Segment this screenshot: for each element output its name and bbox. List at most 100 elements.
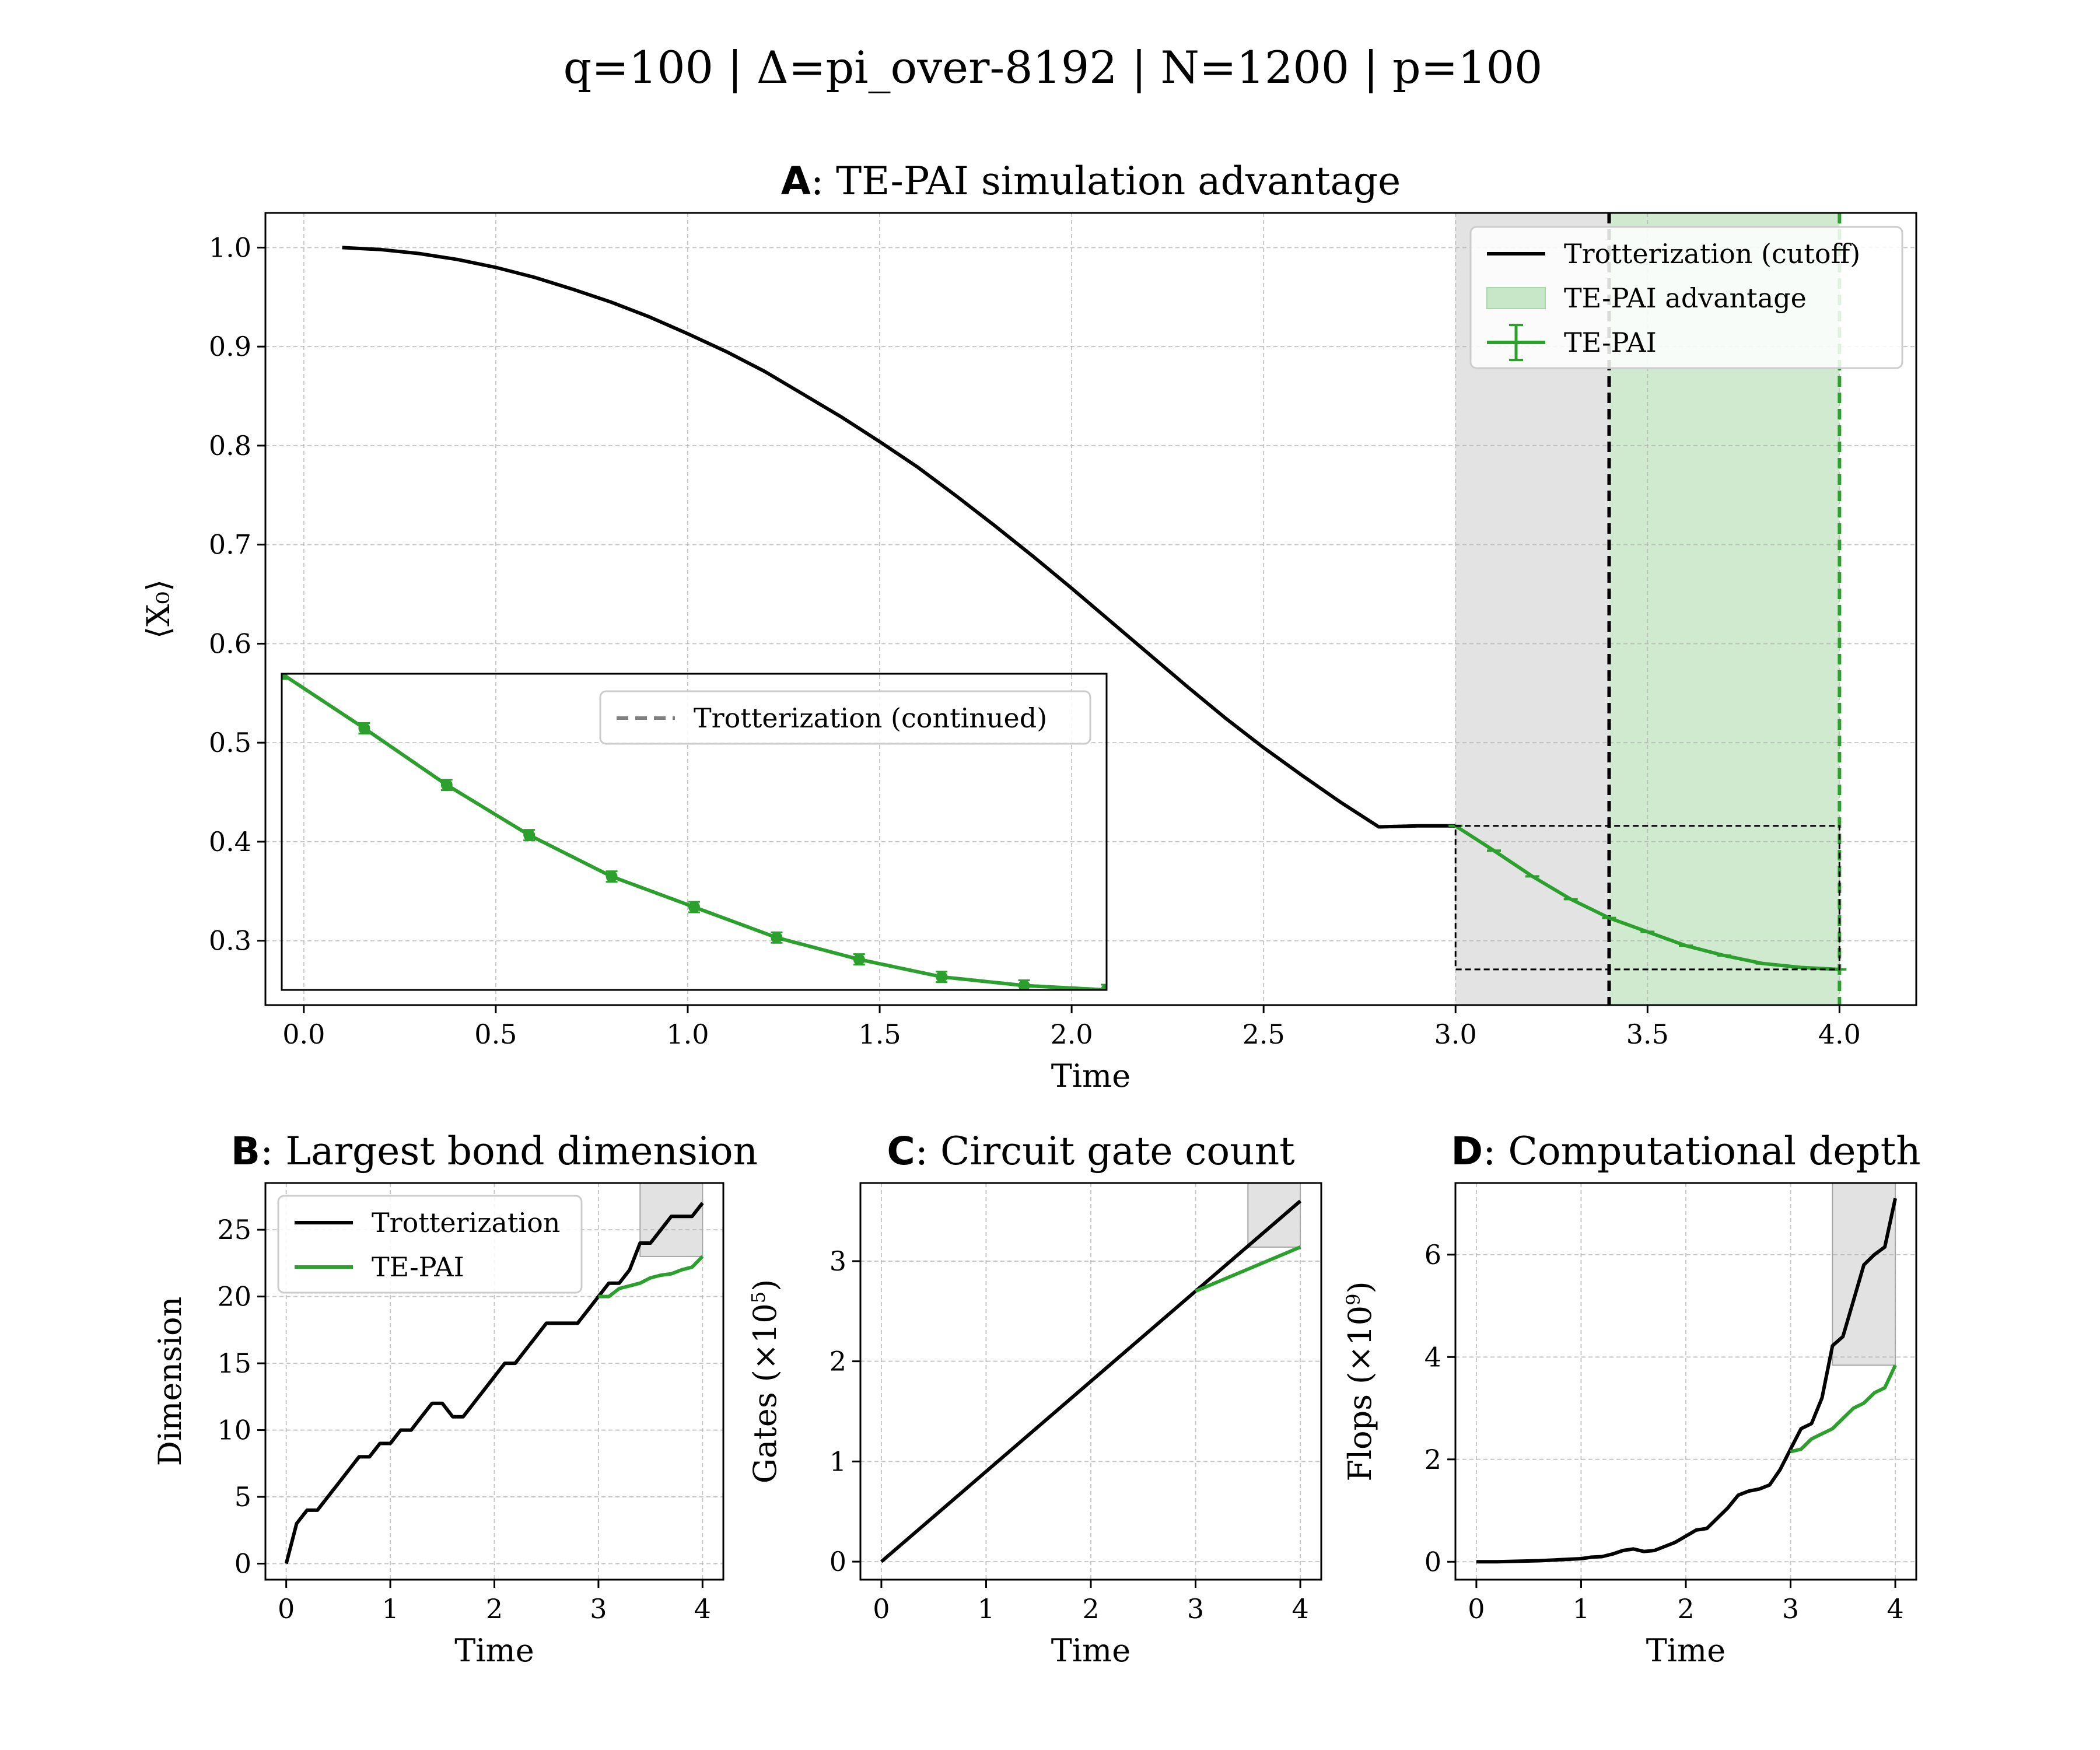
data-point [440, 779, 453, 791]
y-tick-label: 0.8 [209, 430, 251, 461]
legend-label: Trotterization [372, 1207, 560, 1238]
y-tick-label: 10 [217, 1415, 251, 1446]
figure-suptitle: q=100 | Δ=pi_over-8192 | N=1200 | p=100 [564, 41, 1543, 93]
y-tick-label: 2 [830, 1346, 846, 1377]
x-axis-label: Time [1051, 1632, 1130, 1669]
y-tick-label: 5 [235, 1481, 251, 1513]
panel-d-title: D: Computational depth [1451, 1129, 1920, 1174]
legend-label: Trotterization (cutoff) [1564, 238, 1860, 270]
x-tick-label: 1.5 [858, 1019, 901, 1050]
y-tick-label: 0.4 [209, 826, 251, 858]
y-tick-label: 2 [1424, 1444, 1441, 1475]
data-point [688, 901, 700, 913]
y-tick-label: 0 [1424, 1546, 1441, 1577]
x-tick-label: 3 [590, 1593, 607, 1625]
series-line-trotterization-cutoff- [342, 246, 1456, 829]
y-axis-label: Flops (×109) [1342, 1281, 1378, 1481]
data-point [606, 870, 618, 883]
data-point [358, 722, 370, 734]
x-tick-label: 1.0 [666, 1019, 709, 1050]
legend-swatch-advantage [1486, 287, 1546, 309]
legend-a: Trotterization (cutoff) TE-PAI advantage T… [1469, 226, 1903, 369]
x-tick-label: 3 [1782, 1593, 1799, 1625]
y-tick-label: 20 [217, 1281, 251, 1312]
x-tick-label: 2.5 [1242, 1019, 1285, 1050]
y-tick-label: 1 [830, 1446, 846, 1477]
panel-a: A: TE-PAI simulation advantage 0.0 0.5 1.0 1… [140, 159, 1917, 1094]
y-tick-label: 0 [830, 1546, 846, 1577]
x-tick-label: 2 [1677, 1593, 1694, 1625]
y-tick-label: 1.0 [209, 232, 251, 263]
panel-a-title: A: TE-PAI simulation advantage [781, 159, 1401, 204]
x-tick-label: 4 [1887, 1593, 1903, 1625]
x-tick-label: 2.0 [1051, 1019, 1093, 1050]
series-line-te-pai [1195, 1245, 1301, 1293]
x-tick-label: 3.0 [1434, 1019, 1477, 1050]
legend-a-inset: Trotterization (continued) [599, 690, 1091, 745]
legend-b: Trotterization TE-PAI [277, 1195, 583, 1294]
legend-box [1469, 226, 1903, 369]
series-line-te-pai [1790, 1364, 1897, 1454]
zoom-indicator-box [1454, 825, 1840, 971]
plot-area [282, 674, 1107, 990]
x-tick-label: 3.5 [1626, 1019, 1669, 1050]
x-tick-label: 0 [278, 1593, 295, 1625]
y-tick-label: 0.5 [209, 727, 251, 758]
series-line-te-pai [598, 1255, 704, 1298]
x-axis-label: Time [1646, 1632, 1726, 1669]
legend-label: TE-PAI [1564, 327, 1657, 358]
data-point [282, 674, 288, 680]
series-line-trotterization [880, 1199, 1302, 1563]
panel-b-title: B: Largest bond dimension [231, 1129, 758, 1174]
x-tick-label: 0.0 [282, 1019, 325, 1050]
data-point [1101, 984, 1107, 990]
data-point [853, 953, 865, 965]
y-axis-label: ⟨X₀⟩ [140, 579, 177, 639]
panel-b: B: Largest bond dimension 0 1 2 3 4 0 5 10 15 20 25… [152, 1129, 758, 1669]
y-tick-label: 0.9 [209, 331, 251, 362]
data-point [936, 971, 948, 983]
panel-title-text: : Largest bond dimension [260, 1129, 758, 1174]
data-point [1018, 979, 1030, 990]
x-tick-label: 4.0 [1818, 1019, 1861, 1050]
y-tick-label: 0.3 [209, 925, 251, 957]
y-axis-label: Dimension [152, 1297, 188, 1466]
plot-area [265, 1183, 723, 1580]
data-point [771, 932, 783, 944]
cutoff-region [639, 1183, 704, 1257]
x-tick-label: 4 [694, 1593, 711, 1625]
plot-area [860, 1183, 1321, 1580]
x-tick-label: 0 [873, 1593, 890, 1625]
y-tick-label: 0.7 [209, 529, 251, 561]
panel-letter: D [1451, 1129, 1483, 1174]
x-tick-label: 1 [978, 1593, 995, 1625]
y-tick-label: 0.6 [209, 628, 251, 659]
y-tick-label: 4 [1424, 1341, 1441, 1373]
panel-c-title: C: Circuit gate count [887, 1129, 1294, 1174]
panel-d: D: Computational depth 0 1 2 3 4 0 2 4 6 Time Flops… [1342, 1129, 1921, 1669]
x-tick-label: 1 [1573, 1593, 1590, 1625]
x-tick-label: 4 [1292, 1593, 1308, 1625]
series-line-trotterization [284, 1202, 704, 1564]
y-tick-label: 15 [217, 1348, 251, 1379]
panel-letter: A [781, 159, 811, 204]
panel-c: C: Circuit gate count 0 1 2 3 4 0 1 2 3 Time Gates … [747, 1129, 1322, 1669]
legend-label: TE-PAI advantage [1564, 282, 1807, 314]
panel-letter: B [231, 1129, 260, 1174]
panel-a-inset: Trotterization (continued) [281, 673, 1108, 991]
legend-box [277, 1195, 583, 1294]
series-line-trotterization [1476, 1198, 1898, 1564]
panel-letter: C [887, 1129, 915, 1174]
y-tick-label: 3 [830, 1245, 846, 1277]
x-axis-label: Time [454, 1632, 534, 1669]
y-axis-label: Gates (×105) [747, 1279, 783, 1483]
x-tick-label: 2 [486, 1593, 503, 1625]
y-tick-label: 6 [1424, 1239, 1441, 1270]
panel-title-text: : TE-PAI simulation advantage [811, 159, 1401, 204]
axes-frame [264, 212, 1917, 1006]
y-tick-label: 0 [235, 1548, 251, 1580]
x-tick-label: 0.5 [474, 1019, 517, 1050]
panel-title-text: : Computational depth [1483, 1129, 1921, 1174]
data-point [523, 829, 536, 841]
